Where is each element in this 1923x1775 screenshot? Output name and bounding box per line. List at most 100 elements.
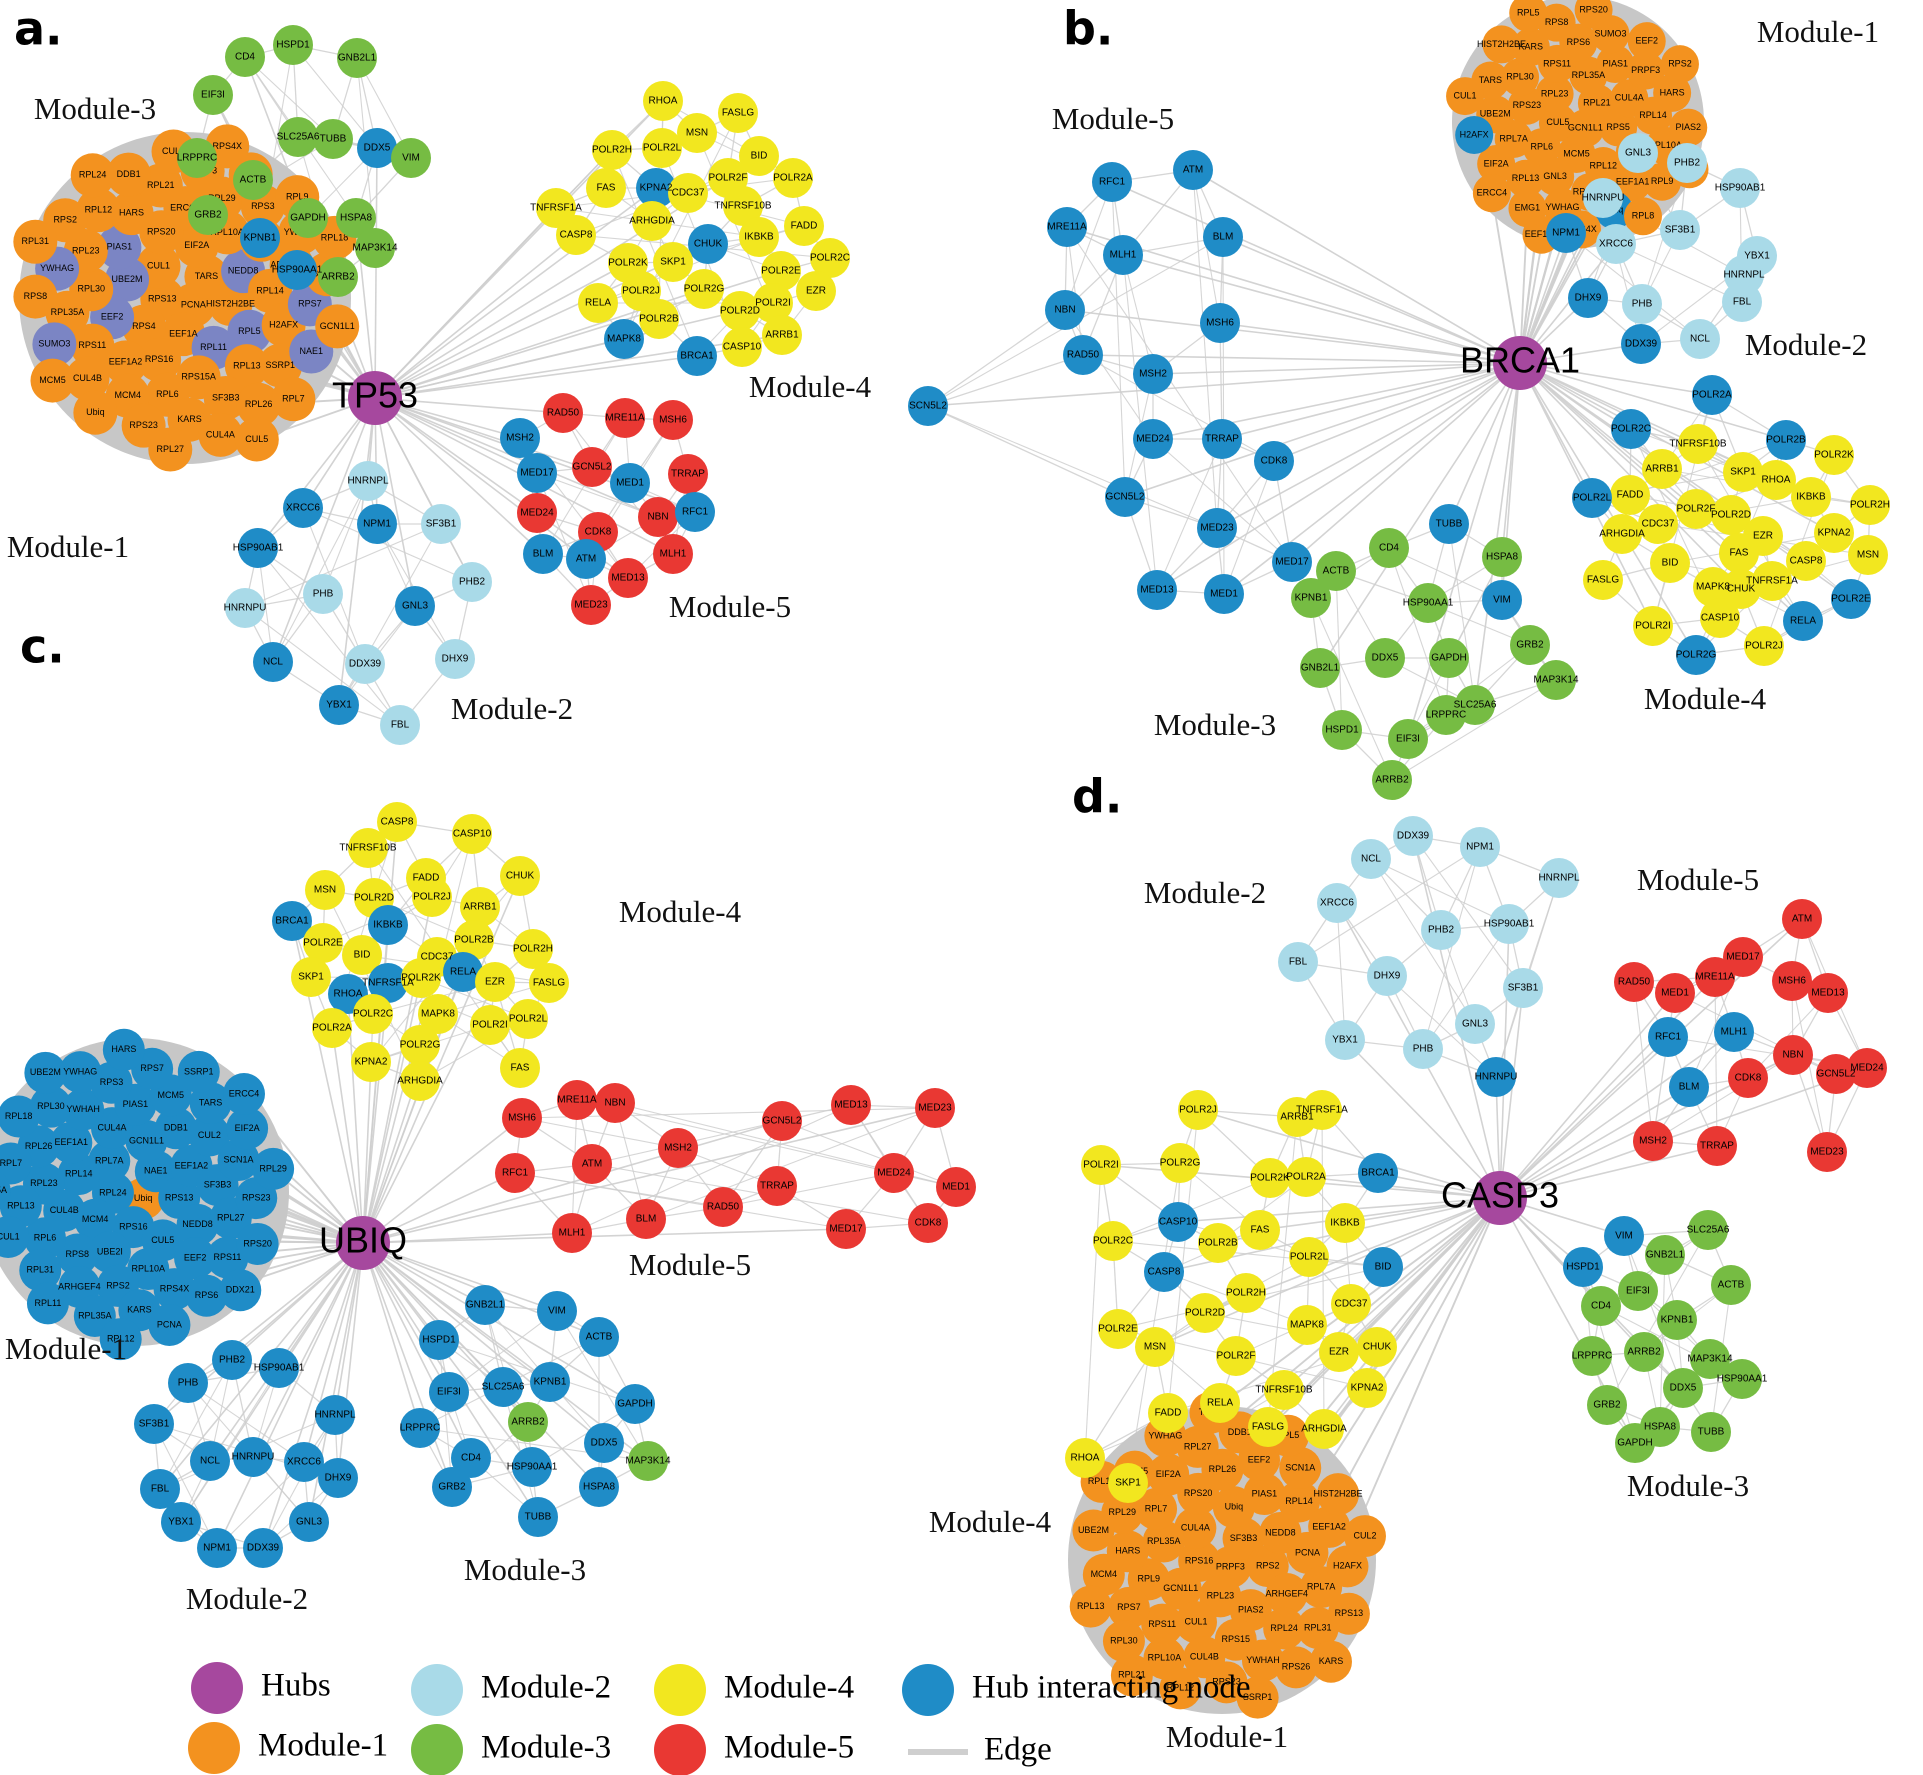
gene-label-KARS: KARS	[1519, 41, 1544, 51]
gene-node-EIF3I	[429, 1372, 469, 1412]
gene-label-RPS26: RPS26	[1282, 1662, 1311, 1672]
gene-label-DDX39: DDX39	[1397, 831, 1430, 842]
gene-label-DDX21: DDX21	[226, 1285, 255, 1295]
gene-label-RPS4X: RPS4X	[213, 141, 243, 151]
gene-label-RPS13: RPS13	[165, 1192, 194, 1202]
gene-label-CUL5: CUL5	[1546, 117, 1569, 127]
gene-label-TUBB: TUBB	[320, 134, 347, 145]
gene-node-GRB2	[1587, 1385, 1627, 1425]
gene-label-DHX9: DHX9	[442, 654, 469, 665]
gene-label-ERCC4: ERCC4	[1477, 188, 1508, 198]
gene-label-UBE2M: UBE2M	[30, 1067, 61, 1077]
gene-label-MCM5: MCM5	[39, 375, 66, 385]
gene-label-RPS23: RPS23	[1513, 100, 1542, 110]
edge	[521, 1117, 679, 1149]
gene-node-CASP10	[1700, 598, 1740, 638]
gene-label-RPL11: RPL11	[35, 1298, 62, 1308]
gene-node-HNRNPL	[348, 461, 388, 501]
gene-label-TUBB: TUBB	[525, 1512, 552, 1523]
gene-label-PIAS2: PIAS2	[1238, 1604, 1264, 1614]
gene-node-XRCC6	[284, 1442, 324, 1482]
gene-node-POLR2J	[412, 877, 452, 917]
gene-label-HSPD1: HSPD1	[1566, 1262, 1600, 1273]
gene-node-RAD50	[703, 1187, 743, 1227]
edge	[1388, 547, 1447, 716]
gene-label-RPS13: RPS13	[148, 293, 177, 303]
gene-label-SCN1A: SCN1A	[224, 1154, 254, 1164]
gene-label-UBE2M: UBE2M	[112, 274, 143, 284]
gene-node-ARRB2	[318, 257, 358, 297]
edge	[216, 1461, 305, 1549]
edge	[374, 338, 625, 399]
gene-label-RPL7A: RPL7A	[95, 1156, 124, 1166]
gene-node-RPL30	[1501, 58, 1540, 97]
edge	[1273, 362, 1521, 462]
gene-node-MSN	[1848, 535, 1888, 575]
gene-node-LRPPRC	[400, 1408, 440, 1448]
gene-label-RPS20: RPS20	[1184, 1488, 1213, 1498]
gene-label-YWHAG: YWHAG	[1545, 202, 1579, 212]
gene-node-MRE11A	[557, 1080, 597, 1120]
gene-node-POLR2C	[353, 994, 393, 1034]
edge	[362, 1172, 516, 1244]
gene-label-POLR2K: POLR2K	[608, 258, 648, 269]
gene-node-UBE2M	[1072, 1509, 1115, 1552]
gene-node-ARHGDIA	[632, 201, 672, 241]
gene-node-MSH2	[1133, 354, 1173, 394]
gene-label-RHOA: RHOA	[1762, 475, 1791, 486]
gene-node-POLR2C	[1093, 1221, 1133, 1261]
gene-node-POLR2F	[1676, 489, 1716, 529]
edge	[1082, 354, 1275, 462]
gene-node-ARHGDIA	[400, 1061, 440, 1101]
gene-label-RPL30: RPL30	[77, 284, 105, 294]
edge	[262, 1242, 364, 1549]
gene-node-POLR2K	[1250, 1158, 1290, 1198]
gene-label-FAS: FAS	[511, 1063, 530, 1074]
hub-node-CASP3	[1473, 1171, 1527, 1225]
legend-swatch-hubnode	[902, 1664, 954, 1716]
gene-node-NCL	[1680, 319, 1720, 359]
gene-label-TNFRSF10B: TNFRSF10B	[1669, 439, 1727, 450]
gene-node-NPM1	[197, 1528, 237, 1568]
gene-node-MED13	[1137, 570, 1177, 610]
legend-swatch-module3	[411, 1724, 463, 1775]
edge	[362, 875, 521, 1244]
gene-label-TNFRSF1A: TNFRSF1A	[530, 203, 582, 214]
gene-label-DDX5: DDX5	[591, 1438, 618, 1449]
gene-node-NBN	[595, 1083, 635, 1123]
gene-label-TARS: TARS	[195, 271, 218, 281]
legend-swatch-hub	[191, 1662, 243, 1714]
gene-label-RPS13: RPS13	[1335, 1608, 1364, 1618]
gene-label-BLM: BLM	[636, 1214, 657, 1225]
gene-label-RPL7A: RPL7A	[1499, 133, 1528, 143]
edge	[1370, 858, 1476, 1025]
gene-node-CHUK	[1357, 1327, 1397, 1367]
gene-label-POLR2F: POLR2F	[1677, 504, 1716, 515]
cluster-module-5: RFC1 ATM MRE11A MLH1 BLM NBN MSH6 RAD50 MSH2 SCN5…	[908, 150, 1312, 614]
gene-label-CASP8: CASP8	[1148, 1267, 1181, 1278]
gene-label-RAD50: RAD50	[1067, 350, 1100, 361]
gene-label-XRCC6: XRCC6	[1599, 239, 1633, 250]
gene-node-RELA	[578, 283, 618, 323]
gene-label-POLR2J: POLR2J	[622, 286, 660, 297]
edge	[1222, 236, 1521, 364]
edge	[1064, 309, 1521, 364]
edge	[1519, 362, 1835, 534]
gene-node-ATM	[566, 539, 606, 579]
gene-label-MLH1: MLH1	[1110, 250, 1137, 261]
edge	[614, 1102, 647, 1220]
gene-node-RPL31	[19, 1249, 62, 1292]
gene-label-GAPDH: GAPDH	[1431, 653, 1467, 664]
gene-label-RPL35A: RPL35A	[1147, 1536, 1181, 1546]
gene-label-POLR2A: POLR2A	[773, 173, 813, 184]
edge	[1305, 1176, 1501, 1199]
gene-node-GRB2	[1510, 625, 1550, 665]
gene-node-NPM1	[357, 504, 397, 544]
gene-label-GCN1L1: GCN1L1	[129, 1135, 164, 1145]
gene-node-POLR2K	[1814, 435, 1854, 475]
gene-node-POLR2B	[1766, 420, 1806, 460]
gene-label-GNL3: GNL3	[402, 601, 429, 612]
gene-label-RPS2: RPS2	[53, 215, 77, 225]
gene-label-FASLG: FASLG	[533, 978, 565, 989]
